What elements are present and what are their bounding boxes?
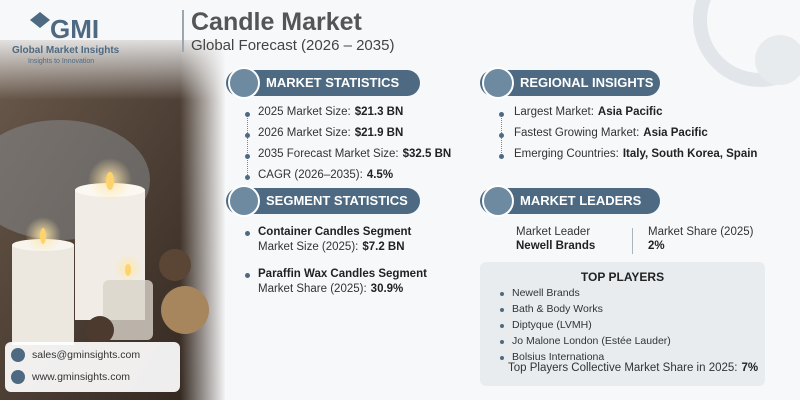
bullet — [245, 175, 250, 180]
bullet — [500, 308, 504, 312]
item-value: Asia Pacific — [643, 127, 708, 139]
item-value: $32.5 BN — [402, 148, 452, 160]
footer-label: Top Players Collective Market Share in 2… — [508, 362, 738, 374]
segment-item: Market Share (2025): 30.9% — [258, 283, 403, 295]
title: Candle Market — [191, 8, 362, 36]
player: Bolsius Internationa — [512, 351, 605, 363]
player: Jo Malone London (Estée Lauder) — [512, 335, 671, 347]
item-value: Asia Pacific — [597, 106, 663, 118]
share: 2% — [648, 240, 665, 252]
leader: Newell Brands — [516, 240, 596, 252]
footer-value: 7% — [741, 362, 759, 374]
item-value: $7.2 BN — [362, 241, 405, 253]
segment-title: Container Candles Segment — [258, 226, 412, 238]
bullet — [245, 231, 250, 236]
item-label: Largest Market: — [514, 106, 594, 118]
heading-text: MARKET LEADERS — [520, 193, 642, 208]
stat-item: CAGR (2026–2035): 4.5% — [258, 169, 393, 181]
bullet — [499, 133, 504, 138]
segment-title: Paraffin Wax Candles Segment — [258, 268, 427, 280]
section-heading: MARKET LEADERS — [480, 185, 660, 217]
bullet — [500, 324, 504, 328]
logo-name: Global Market Insights — [12, 45, 120, 56]
player: Bath & Body Works — [512, 303, 603, 315]
player: Newell Brands — [512, 287, 580, 299]
item-label: Market Size (2025): — [258, 241, 359, 253]
logo-tagline: Insights to Innovation — [28, 58, 95, 65]
top-players-box — [480, 262, 765, 386]
share-label: Market Share (2025) — [648, 226, 754, 238]
top-players-footer: Top Players Collective Market Share in 2… — [508, 362, 758, 374]
segment-item: Market Size (2025): $7.2 BN — [258, 241, 405, 253]
region-item: Emerging Countries: Italy, South Korea, S… — [514, 148, 757, 160]
item-label: 2026 Market Size: — [258, 127, 351, 139]
heading-text: REGIONAL INSIGHTS — [520, 75, 654, 90]
section-heading: SEGMENT STATISTICS — [226, 185, 420, 217]
item-label: Emerging Countries: — [514, 148, 619, 160]
leader-label: Market Leader — [516, 226, 591, 238]
subtitle: Global Forecast (2026 – 2035) — [191, 37, 395, 54]
bullet — [499, 154, 504, 159]
bullet — [245, 133, 250, 138]
item-value: 30.9% — [370, 283, 404, 295]
region-item: Fastest Growing Market: Asia Pacific — [514, 127, 708, 139]
top-players-title: TOP PLAYERS — [580, 270, 665, 284]
section-heading: MARKET STATISTICS — [226, 67, 420, 99]
bullet — [500, 340, 504, 344]
item-value: $21.9 BN — [354, 127, 404, 139]
heading-text: SEGMENT STATISTICS — [266, 193, 408, 208]
stat-item: 2026 Market Size: $21.9 BN — [258, 127, 403, 139]
bullet — [499, 112, 504, 117]
item-value: 4.5% — [366, 169, 394, 181]
section-heading: REGIONAL INSIGHTS — [480, 67, 660, 99]
item-label: Market Share (2025): — [258, 283, 367, 295]
bullet — [500, 292, 504, 296]
bullet — [245, 154, 250, 159]
website[interactable]: www.gminsights.com — [32, 371, 131, 383]
item-label: 2025 Market Size: — [258, 106, 351, 118]
item-value: Italy, South Korea, Spain — [622, 148, 758, 160]
heading-text: MARKET STATISTICS — [266, 75, 400, 90]
item-value: $21.3 BN — [354, 106, 404, 118]
item-label: Fastest Growing Market: — [514, 127, 640, 139]
email[interactable]: sales@gminsights.com — [32, 349, 141, 361]
region-item: Largest Market: Asia Pacific — [514, 106, 662, 118]
bullet — [245, 273, 250, 278]
item-label: 2035 Forecast Market Size: — [258, 148, 399, 160]
stat-item: 2025 Market Size: $21.3 BN — [258, 106, 403, 118]
stat-item: 2035 Forecast Market Size: $32.5 BN — [258, 148, 451, 160]
logo-mark: GMI — [50, 14, 100, 44]
bullet — [245, 112, 250, 117]
item-label: CAGR (2026–2035): — [258, 169, 363, 181]
player: Diptyque (LVMH) — [512, 319, 592, 331]
bullet — [500, 356, 504, 360]
divider — [632, 228, 633, 254]
